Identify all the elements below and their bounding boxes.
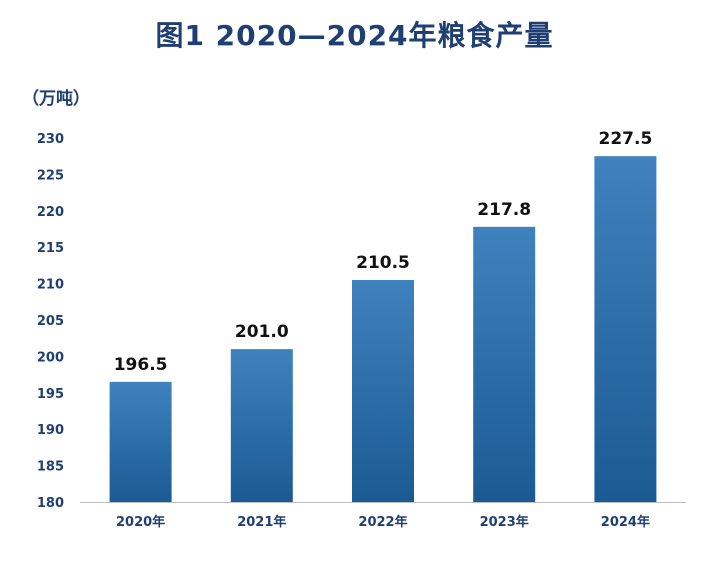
x-tick-label: 2022年 <box>358 514 407 530</box>
y-tick-label: 215 <box>37 241 64 256</box>
data-labels: 196.5 201.0 210.5 217.8 227.5 <box>114 129 653 375</box>
y-tick-label: 210 <box>37 278 64 293</box>
y-tick-label: 200 <box>37 350 64 365</box>
y-tick-label: 190 <box>37 423 64 438</box>
y-tick-label: 185 <box>37 460 64 475</box>
bar <box>594 156 657 502</box>
data-label: 210.5 <box>356 253 410 273</box>
y-tick-label: 220 <box>37 205 64 220</box>
y-tick-label: 230 <box>37 132 64 147</box>
x-tick-label: 2021年 <box>237 514 286 530</box>
y-axis-unit-label: （万吨） <box>22 89 90 109</box>
bar <box>352 279 414 502</box>
y-tick-label: 225 <box>37 168 64 183</box>
x-tick-label: 2024年 <box>601 514 650 530</box>
y-axis-ticks: 180 185 190 195 200 205 210 215 220 225 230 <box>37 132 64 511</box>
x-axis-labels: 2020年 2021年 2022年 2023年 2024年 <box>116 514 650 530</box>
bars-group <box>109 156 657 503</box>
data-label: 217.8 <box>477 200 531 220</box>
x-tick-label: 2020年 <box>116 514 165 530</box>
bar <box>230 349 293 502</box>
bar <box>473 226 536 503</box>
bar <box>109 381 172 502</box>
y-tick-label: 205 <box>37 314 64 329</box>
y-tick-label: 195 <box>37 387 64 402</box>
data-label: 201.0 <box>235 322 289 342</box>
y-tick-label: 180 <box>37 496 64 511</box>
chart-title: 图1 2020—2024年粮食产量 <box>155 19 554 52</box>
data-label: 196.5 <box>114 355 168 375</box>
data-label: 227.5 <box>599 129 653 149</box>
x-tick-label: 2023年 <box>480 514 529 530</box>
